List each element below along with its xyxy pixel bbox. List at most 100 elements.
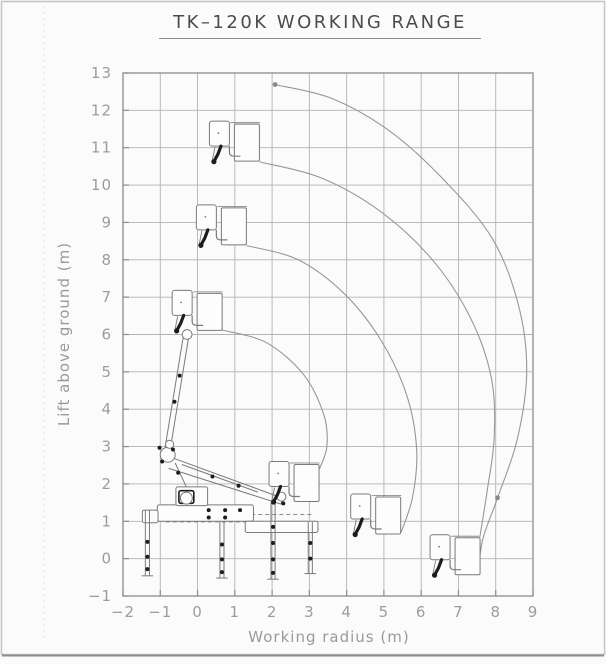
machine-pin	[177, 373, 182, 378]
chart-title: TK–120K WORKING RANGE	[159, 12, 481, 39]
platform-low-inner-rotator-pin	[270, 499, 277, 505]
platform-top-rotator-pin	[211, 159, 217, 165]
machine-pin	[271, 570, 276, 575]
platform-top-cage-dot	[217, 132, 220, 135]
platform-high-cage-dot	[204, 215, 207, 218]
machine-pin	[176, 470, 181, 475]
machine-pin	[170, 447, 175, 452]
x-tick-label: 7	[453, 603, 464, 621]
y-tick-label: 5	[101, 363, 112, 381]
envelope-inner-curve	[221, 329, 328, 470]
y-tick-label: 13	[91, 64, 112, 82]
x-tick-label: 2	[267, 603, 278, 621]
platform-low-bracket	[370, 518, 382, 530]
platform-low-inner-cage	[268, 460, 290, 487]
machine-pin	[145, 567, 150, 572]
machine-body-part	[141, 509, 159, 524]
machine-joint	[181, 329, 193, 340]
envelope-lower-mid-curve	[246, 245, 418, 533]
platform-top-basket	[233, 123, 260, 162]
y-tick-label: 7	[101, 288, 112, 306]
platform-low-rotator-link	[354, 517, 364, 535]
platform-ground-rotator-link	[433, 558, 444, 575]
y-tick-label: 4	[101, 400, 112, 418]
y-tick-label: 10	[91, 176, 112, 194]
platform-ground-rotator-pin	[431, 572, 438, 578]
x-tick-label: 4	[341, 603, 352, 621]
platform-low-inner-bracket	[288, 486, 301, 498]
curve-endpoint-marker	[272, 82, 278, 87]
machine-joint	[179, 491, 193, 505]
platform-high-bracket	[215, 229, 228, 241]
y-tick-label: 3	[101, 438, 112, 456]
y-axis-label: Lift above ground (m)	[55, 241, 73, 427]
platform-high-basket	[220, 207, 247, 246]
machine-boom-line	[168, 467, 282, 505]
machine-body-part	[244, 520, 319, 533]
platform-low-inner-basket	[293, 463, 320, 502]
x-tick-label: 9	[528, 603, 539, 621]
x-tick-label: 6	[416, 603, 427, 621]
y-tick-label: −1	[88, 587, 112, 605]
platform-ground-cage-dot	[438, 545, 440, 548]
platform-ground-bracket	[449, 559, 462, 571]
machine-boom-line	[164, 331, 185, 450]
machine-pin	[271, 540, 276, 545]
envelope-upper-mid-curve	[259, 161, 496, 536]
machine-boom-line	[181, 464, 259, 493]
curve-endpoint-marker	[495, 495, 500, 501]
y-tick-label: 2	[101, 475, 112, 493]
machine-boom-line	[169, 332, 190, 452]
machine-pin	[210, 474, 215, 479]
machine-pin	[281, 501, 286, 506]
machine-boom-line	[166, 455, 283, 499]
x-tick-label: 1	[230, 603, 241, 621]
machine-pin	[271, 557, 276, 562]
x-tick-label: 3	[304, 603, 315, 621]
envelope-max-reach-curve	[274, 84, 528, 572]
machine-pin	[223, 515, 228, 520]
y-tick-label: 11	[91, 139, 112, 157]
x-tick-label: −2	[111, 603, 135, 621]
x-tick-label: 8	[490, 603, 501, 621]
x-tick-label: 5	[379, 603, 390, 621]
machine-joint	[164, 439, 175, 449]
machine-pin	[308, 540, 313, 545]
platform-mid-cage	[171, 289, 193, 316]
platform-high-rotator-link	[200, 228, 210, 245]
y-tick-label: 1	[101, 512, 112, 530]
machine-pin	[157, 445, 162, 450]
platform-high-rotator-pin	[198, 242, 204, 248]
platform-low-inner-rotator-link	[272, 484, 283, 502]
machine-pin	[308, 556, 313, 561]
y-tick-label: 6	[101, 326, 112, 344]
platform-low-cage	[350, 493, 372, 520]
platform-high-cage	[195, 204, 217, 231]
platform-top-cage	[208, 120, 230, 147]
machine-pin	[236, 483, 241, 488]
platform-ground-basket	[454, 537, 481, 576]
machine-pin	[172, 399, 177, 404]
platform-mid-bracket	[191, 315, 204, 326]
platform-top-rotator-link	[213, 144, 223, 162]
machine-pin	[223, 508, 228, 513]
machine-pin	[206, 515, 211, 520]
machine-pin	[219, 542, 224, 547]
machine-pin	[271, 524, 276, 529]
machine-boom-line	[174, 462, 187, 488]
platform-mid-basket	[196, 292, 223, 331]
machine-pin	[219, 557, 224, 562]
platform-low-rotator-pin	[352, 531, 358, 538]
x-tick-label: −1	[148, 603, 172, 621]
machine-pin	[145, 554, 150, 559]
machine-pin	[160, 459, 165, 464]
platform-top-bracket	[228, 146, 241, 157]
machine-pin	[206, 508, 211, 513]
platform-mid-cage-dot	[180, 301, 183, 304]
platform-mid-rotator-link	[176, 313, 186, 331]
chart-title-wrap: TK–120K WORKING RANGE	[110, 12, 530, 39]
y-tick-label: 0	[101, 550, 112, 568]
x-tick-label: 0	[192, 603, 203, 621]
